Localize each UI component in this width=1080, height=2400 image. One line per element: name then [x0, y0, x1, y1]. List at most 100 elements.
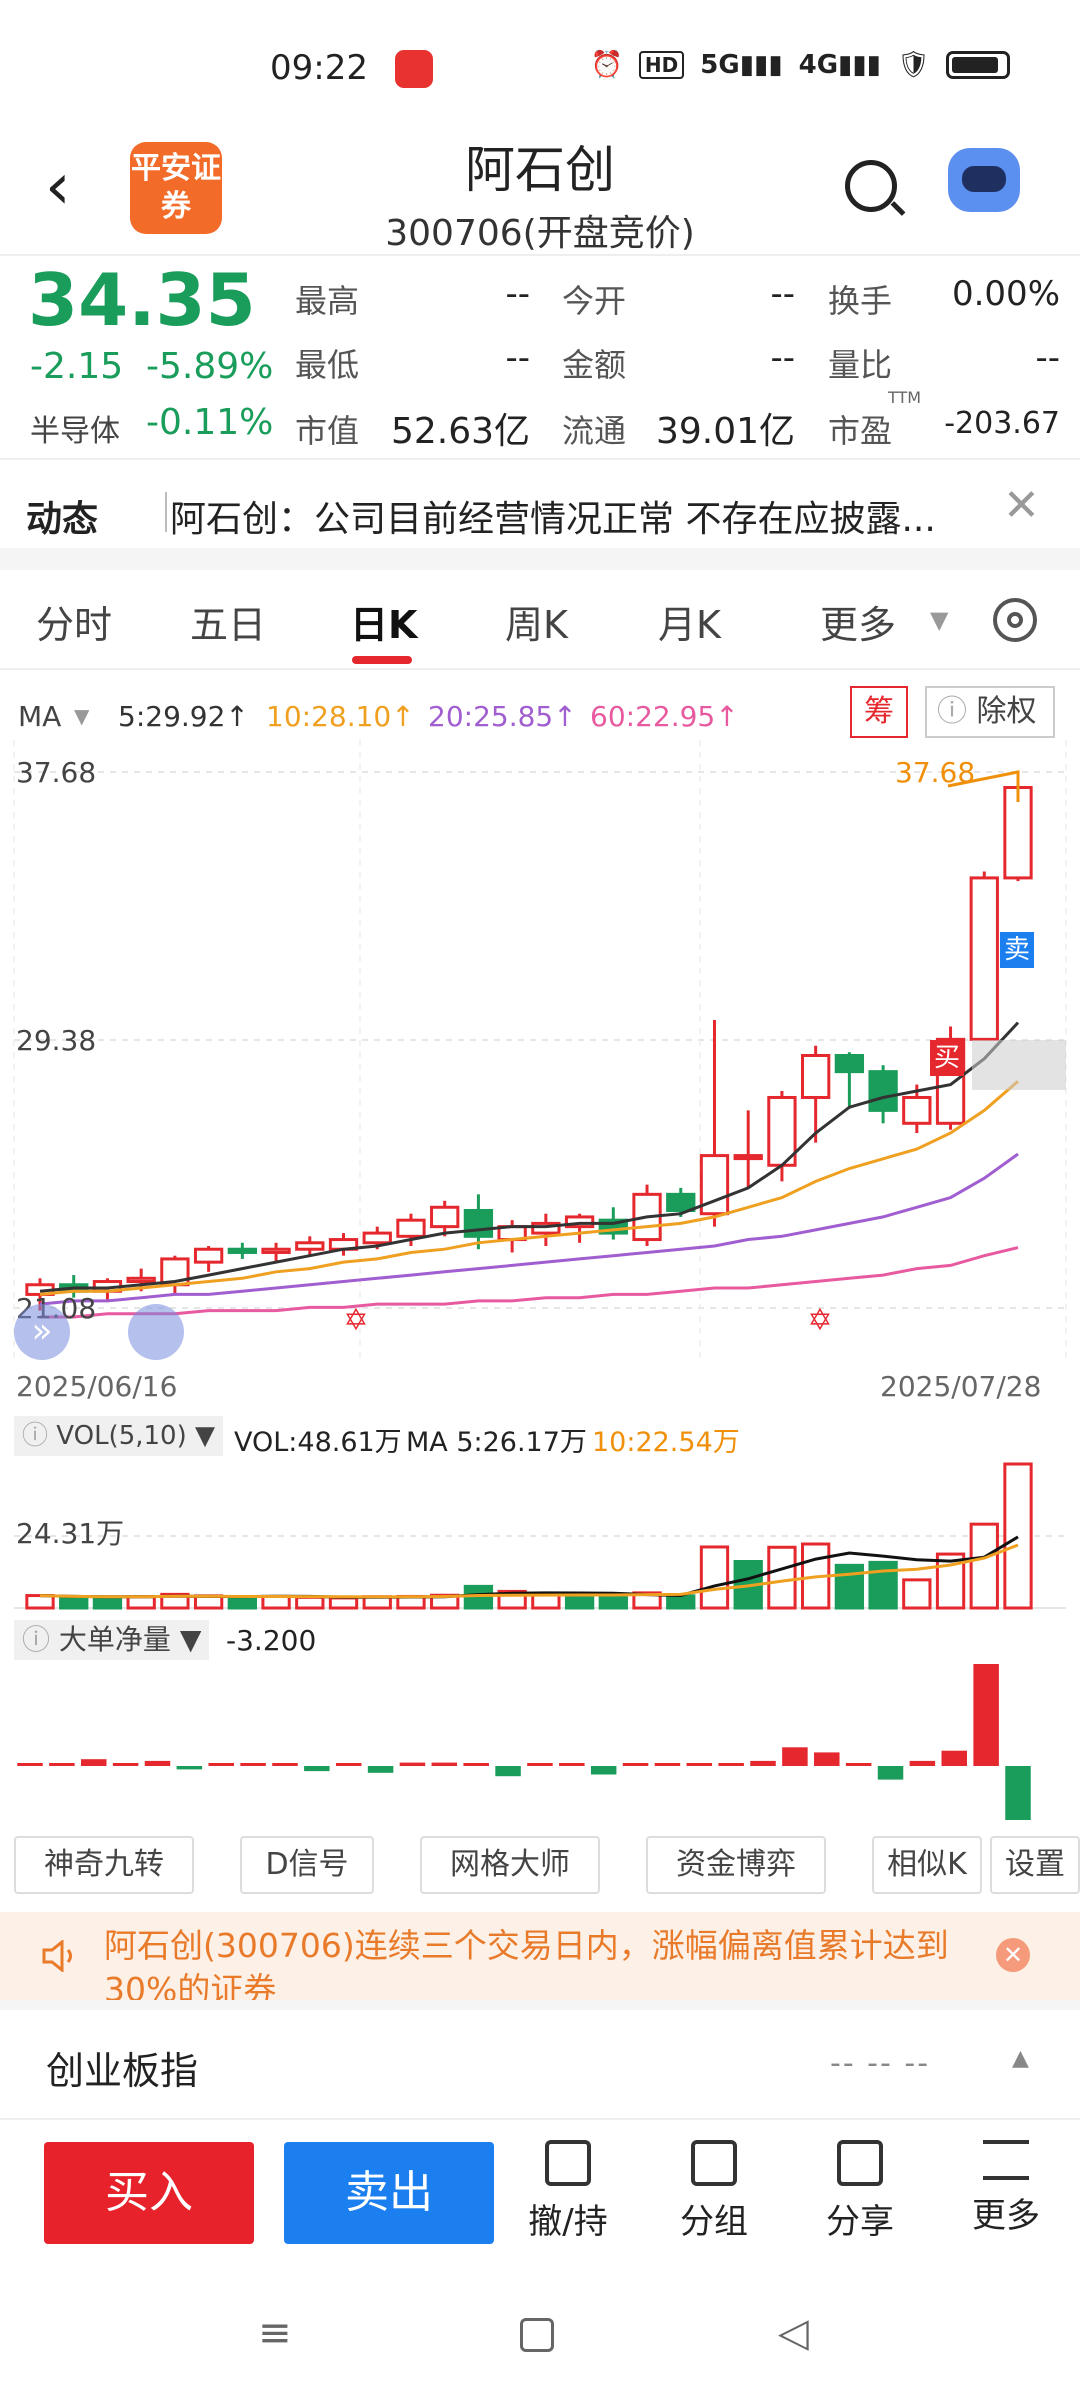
- back-nav-icon[interactable]: ◁: [778, 2310, 809, 2356]
- chip-fund-game[interactable]: 资金博弈: [646, 1836, 826, 1894]
- sector-change-pct[interactable]: -0.11%: [146, 402, 274, 443]
- alert-banner[interactable]: 阿石创(300706)连续三个交易日内，涨幅偏离值累计达到30%的证券 ✕: [0, 1912, 1080, 2000]
- net-flow-bar: [973, 1664, 999, 1766]
- close-icon[interactable]: ✕: [996, 1938, 1030, 1972]
- index-name[interactable]: 创业板指: [46, 2049, 199, 2093]
- chip-settings[interactable]: 设置: [990, 1836, 1080, 1894]
- net-flow-chart[interactable]: [0, 1660, 1080, 1820]
- tab-more[interactable]: 更多: [820, 603, 897, 647]
- net-flow-bar: [750, 1760, 776, 1766]
- field-label-turnover: 换手: [828, 282, 893, 320]
- vol-value: VOL:48.61万: [234, 1427, 402, 1458]
- candle: [969, 876, 999, 1041]
- net-indicator-selector[interactable]: ⓘ 大单净量 ▼: [14, 1620, 210, 1660]
- net-flow-bar: [782, 1747, 808, 1766]
- shield-icon: 🛡: [896, 50, 930, 80]
- candle: [430, 1205, 460, 1229]
- field-label-high: 最高: [295, 282, 360, 320]
- pe-ttm-superscript: TTM: [888, 388, 922, 407]
- share-button[interactable]: 分享: [800, 2140, 920, 2243]
- net-flow-bar: [17, 1763, 43, 1766]
- field-value-market-cap: 52.63亿: [390, 411, 530, 452]
- price-change: -2.15: [30, 346, 124, 387]
- high-marker-label: 37.68: [895, 756, 976, 789]
- net-label: 大单净量: [58, 1623, 171, 1656]
- ex-rights-button[interactable]: ⓘ 除权: [925, 686, 1055, 738]
- chip-shenqi-jiuzhuan[interactable]: 神奇九转: [14, 1836, 194, 1894]
- expand-left-icon[interactable]: »: [14, 1304, 70, 1360]
- search-icon[interactable]: [845, 160, 897, 212]
- volume-bar: [564, 1595, 595, 1610]
- vol-indicator-selector[interactable]: ⓘ VOL(5,10) ▼: [14, 1416, 224, 1456]
- ma-line-ma20: [39, 1152, 1019, 1306]
- volume-bar: [632, 1591, 662, 1610]
- signal-5g-icon: 5G▮▮▮: [700, 50, 783, 80]
- candle: [463, 1208, 494, 1238]
- candle: [801, 1053, 831, 1099]
- net-flow-bar: [240, 1763, 266, 1766]
- active-tab-indicator: [352, 656, 412, 664]
- info-icon: ⓘ: [22, 1421, 49, 1451]
- chip-d-signal[interactable]: D信号: [240, 1836, 374, 1894]
- ma10-value: 10:28.10↑: [266, 700, 415, 733]
- index-values: -- -- --: [830, 2046, 931, 2081]
- sell-button[interactable]: 卖出: [284, 2142, 494, 2244]
- volume-bar: [261, 1594, 291, 1610]
- ma60-value: 60:22.95↑: [590, 700, 739, 733]
- news-headline[interactable]: 阿石创：公司目前经营情况正常 不存在应披露...: [170, 499, 936, 540]
- field-label-float-cap: 流通: [562, 412, 627, 450]
- group-button[interactable]: 分组: [654, 2140, 774, 2243]
- chevron-up-icon[interactable]: ▲: [1012, 2046, 1029, 2071]
- candle: [1003, 785, 1033, 880]
- divider: [0, 254, 1080, 256]
- chip-grid-master[interactable]: 网格大师: [420, 1836, 600, 1894]
- back-icon[interactable]: ‹: [45, 150, 71, 224]
- field-value-turnover: 0.00%: [951, 274, 1060, 314]
- assistant-robot-icon[interactable]: [948, 148, 1020, 212]
- menu-nav-icon[interactable]: ≡: [258, 2310, 292, 2356]
- chip-similar-k[interactable]: 相似K: [872, 1836, 982, 1894]
- net-flow-bar: [527, 1763, 553, 1766]
- more-button[interactable]: 更多: [946, 2140, 1066, 2237]
- battery-icon: [946, 51, 1010, 79]
- news-separator: [165, 492, 167, 532]
- date-end: 2025/07/28: [880, 1370, 1042, 1403]
- candle: [261, 1247, 291, 1254]
- overlay-toggle-icon[interactable]: [128, 1304, 184, 1360]
- hd-icon: HD: [638, 51, 685, 79]
- tab-daily-k[interactable]: 日K: [350, 603, 418, 647]
- vol-ma10-value: 10:22.54万: [592, 1427, 740, 1458]
- net-flow-bar: [399, 1762, 426, 1766]
- tab-monthly-k[interactable]: 月K: [658, 603, 721, 647]
- chip-distribution-button[interactable]: 筹: [850, 686, 908, 738]
- home-nav-icon[interactable]: [520, 2318, 554, 2352]
- ma-dropdown-icon[interactable]: ▼: [74, 704, 90, 728]
- chevron-down-icon[interactable]: ▼: [930, 606, 949, 634]
- net-flow-bar: [495, 1766, 521, 1777]
- candle: [733, 1154, 763, 1161]
- candle: [767, 1095, 797, 1167]
- group-icon: [691, 2140, 737, 2186]
- volume-bar: [902, 1578, 932, 1610]
- close-icon[interactable]: ✕: [1003, 480, 1040, 531]
- net-flow-bar: [814, 1752, 840, 1766]
- tab-weekly-k[interactable]: 周K: [505, 603, 568, 647]
- volume-chart[interactable]: [0, 1460, 1080, 1610]
- ma-label[interactable]: MA: [18, 700, 62, 733]
- field-label-amount: 金额: [562, 346, 627, 384]
- tab-intraday[interactable]: 分时: [36, 603, 113, 647]
- buy-signal-tag: 买: [930, 1040, 964, 1076]
- section-gap: [0, 2000, 1080, 2010]
- stock-code-status: 300706(开盘竞价): [385, 213, 695, 254]
- speaker-icon: [42, 1940, 72, 1972]
- net-flow-bar: [622, 1763, 649, 1766]
- cancel-hold-button[interactable]: 撤/持: [508, 2140, 628, 2243]
- sector-name[interactable]: 半导体: [30, 414, 120, 449]
- candle: [396, 1218, 426, 1238]
- field-value-amount: --: [770, 338, 795, 378]
- broker-logo: 平安证券: [130, 142, 222, 234]
- tab-five-day[interactable]: 五日: [190, 603, 267, 647]
- gear-icon[interactable]: [993, 598, 1037, 642]
- buy-button[interactable]: 买入: [44, 2142, 254, 2244]
- kline-chart[interactable]: ✡ ✡: [0, 740, 1080, 1400]
